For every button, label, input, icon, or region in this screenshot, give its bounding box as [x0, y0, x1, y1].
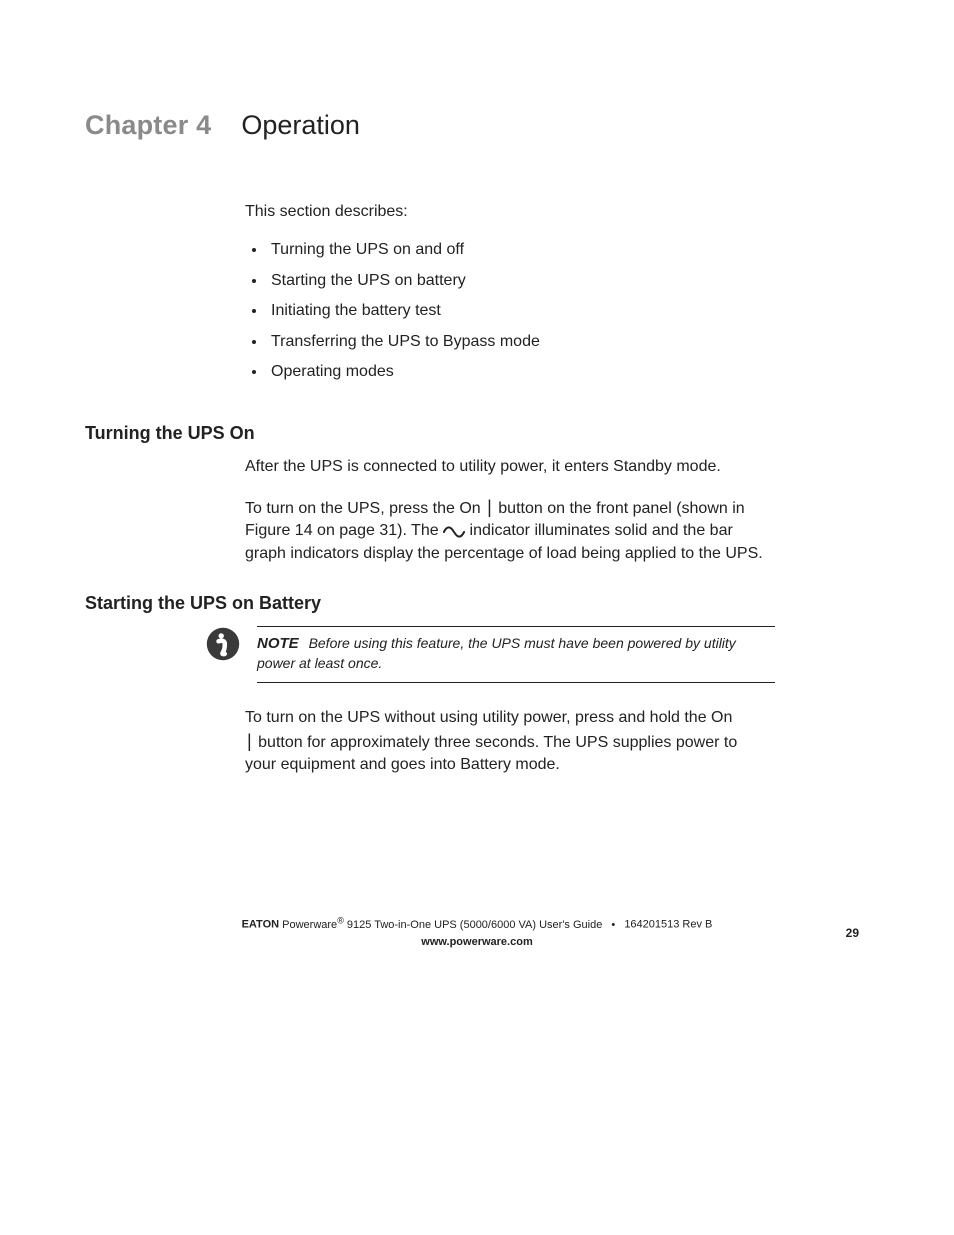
- paragraph: After the UPS is connected to utility po…: [245, 456, 775, 478]
- footer-product: Powerware® 9125 Two-in-One UPS (5000/600…: [282, 919, 605, 931]
- list-item: Turning the UPS on and off: [267, 239, 775, 261]
- chapter-header: Chapter 4 Operation: [85, 110, 859, 141]
- chapter-label: Chapter 4: [85, 110, 211, 141]
- footer-brand: EATON: [242, 919, 280, 931]
- body-column: This section describes: Turning the UPS …: [245, 201, 775, 383]
- list-item: Transferring the UPS to Bypass mode: [267, 331, 775, 353]
- footer-line-1: EATON Powerware® 9125 Two-in-One UPS (50…: [0, 914, 954, 933]
- footer-docnum: 164201513 Rev B: [624, 919, 712, 931]
- sine-wave-icon: [443, 524, 465, 538]
- section-heading: Starting the UPS on Battery: [85, 593, 859, 614]
- section-body: NOTE Before using this feature, the UPS …: [205, 626, 775, 777]
- on-button-glyph: |: [485, 497, 494, 517]
- section-turning-on: Turning the UPS On After the UPS is conn…: [85, 423, 859, 565]
- separator-dot: •: [605, 919, 621, 931]
- paragraph: To turn on the UPS without using utility…: [245, 707, 745, 777]
- list-item: Operating modes: [267, 361, 775, 383]
- list-item: Starting the UPS on battery: [267, 270, 775, 292]
- on-button-glyph: |: [245, 731, 254, 751]
- intro-text: This section describes:: [245, 201, 775, 223]
- document-page: Chapter 4 Operation This section describ…: [0, 0, 954, 1235]
- text-run: To turn on the UPS without using utility…: [245, 709, 732, 726]
- footer-line-2: www.powerware.com: [0, 934, 954, 951]
- note-block: NOTE Before using this feature, the UPS …: [205, 626, 775, 683]
- intro-bullet-list: Turning the UPS on and off Starting the …: [245, 239, 775, 383]
- section-on-battery: Starting the UPS on Battery NOTE Before …: [85, 593, 859, 777]
- page-number: 29: [846, 926, 859, 940]
- section-heading: Turning the UPS On: [85, 423, 859, 444]
- note-text: NOTE Before using this feature, the UPS …: [257, 626, 775, 683]
- text-run: To turn on the UPS, press the On: [245, 500, 481, 517]
- section-body: After the UPS is connected to utility po…: [245, 456, 775, 565]
- list-item: Initiating the battery test: [267, 300, 775, 322]
- registered-mark: ®: [337, 915, 344, 925]
- note-body: Before using this feature, the UPS must …: [257, 635, 736, 671]
- chapter-title: Operation: [241, 110, 360, 141]
- paragraph: To turn on the UPS, press the On | butto…: [245, 495, 775, 565]
- note-label: NOTE: [257, 635, 305, 652]
- text-run: button for approximately three seconds. …: [245, 734, 737, 773]
- footer-url: www.powerware.com: [421, 936, 532, 948]
- info-icon: [205, 626, 241, 662]
- page-footer: EATON Powerware® 9125 Two-in-One UPS (50…: [0, 914, 954, 950]
